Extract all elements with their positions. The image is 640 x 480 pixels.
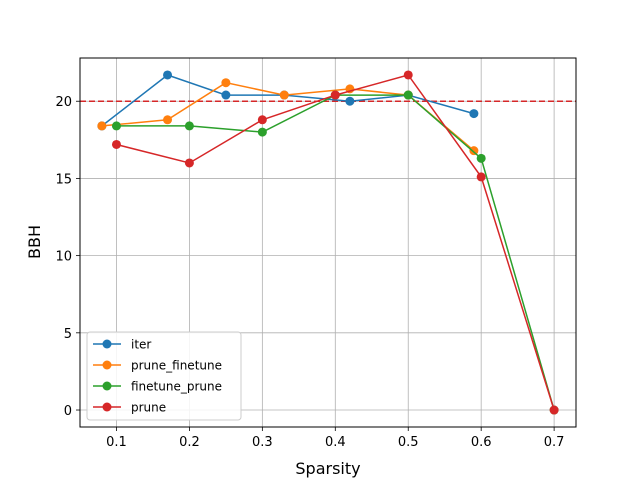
series-group (97, 70, 559, 415)
y-tick-label: 5 (64, 327, 72, 342)
data-point (257, 127, 267, 137)
data-point (403, 90, 413, 100)
y-axis-title: BBH (25, 225, 44, 259)
x-tick-label: 0.3 (252, 435, 273, 450)
data-point (97, 121, 107, 131)
legend-label: iter (131, 338, 151, 352)
data-point (221, 90, 231, 100)
data-point (163, 70, 173, 80)
y-tick-label: 0 (64, 404, 72, 419)
legend-box (86, 331, 242, 421)
data-point (111, 121, 121, 131)
x-axis-title: Sparsity (295, 459, 360, 478)
data-point (111, 139, 121, 149)
x-tick-label: 0.7 (544, 435, 565, 450)
data-point (476, 153, 486, 163)
legend-marker (102, 360, 112, 370)
data-point (279, 90, 289, 100)
legend-marker (102, 339, 112, 349)
x-tick-label: 0.6 (471, 435, 492, 450)
series-prune (111, 70, 559, 415)
data-point (221, 78, 231, 88)
data-point (469, 146, 479, 156)
data-point (257, 115, 267, 125)
data-point (184, 121, 194, 131)
data-point (476, 172, 486, 182)
y-tick-label: 20 (55, 95, 72, 110)
legend-label: prune_finetune (131, 359, 222, 373)
y-tick-label: 15 (55, 172, 72, 187)
data-point (549, 405, 559, 415)
data-point (330, 90, 340, 100)
data-point (163, 115, 173, 125)
y-tick-label: 10 (55, 250, 72, 265)
x-tick-label: 0.4 (325, 435, 346, 450)
x-tick-label: 0.1 (106, 435, 127, 450)
data-point (184, 158, 194, 168)
plot-frame (79, 57, 577, 428)
legend-label: finetune_prune (131, 380, 222, 394)
data-point (469, 109, 479, 119)
x-tick-label: 0.5 (398, 435, 419, 450)
legend-label: prune (131, 401, 166, 415)
data-point (345, 96, 355, 106)
data-point (403, 70, 413, 80)
legend-marker (102, 402, 112, 412)
x-axis: 0.1 0.2 0.3 0.4 0.5 0.6 0.7 (106, 427, 564, 450)
y-axis: 0 5 10 15 20 (55, 95, 80, 419)
legend-marker (102, 381, 112, 391)
x-tick-label: 0.2 (179, 435, 200, 450)
